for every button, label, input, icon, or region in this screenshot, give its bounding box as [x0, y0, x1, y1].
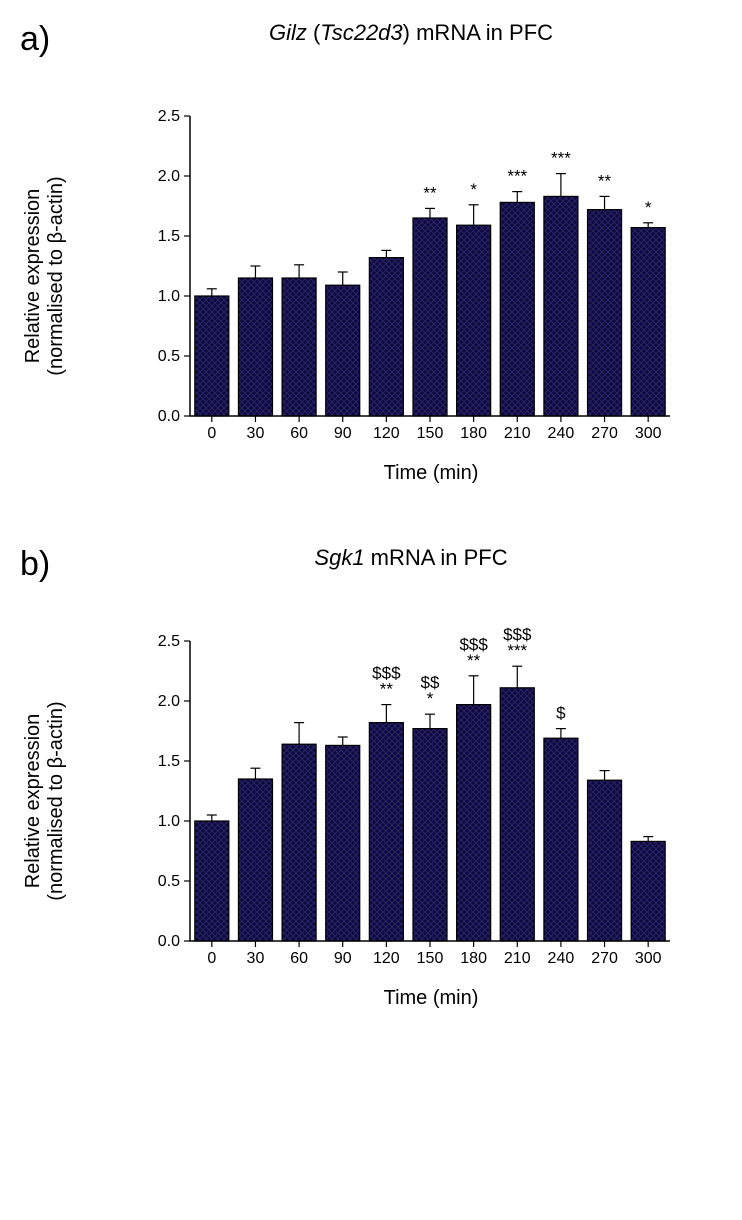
svg-text:30: 30	[247, 425, 265, 442]
bar	[457, 705, 491, 941]
svg-text:120: 120	[373, 425, 400, 442]
chart-a-svg: 0.00.51.01.52.02.50306090120**150*180***…	[140, 66, 680, 456]
title-gene-gilz: Gilz	[269, 20, 307, 45]
svg-text:30: 30	[247, 950, 265, 967]
chart-a-wrap: Relative expression (normalised to β-act…	[140, 66, 722, 485]
svg-text:300: 300	[635, 950, 662, 967]
bar	[195, 296, 229, 416]
svg-text:***: ***	[507, 167, 527, 186]
bar	[369, 723, 403, 941]
svg-text:90: 90	[334, 950, 352, 967]
svg-text:0.5: 0.5	[158, 348, 180, 365]
svg-text:240: 240	[548, 425, 575, 442]
chart-a-xlabel: Time (min)	[140, 462, 722, 485]
svg-text:0: 0	[207, 950, 216, 967]
bar	[544, 196, 578, 416]
chart-b-xlabel: Time (min)	[140, 987, 722, 1010]
panel-label-b: b)	[20, 545, 50, 584]
bar	[282, 278, 316, 416]
bar	[326, 285, 360, 416]
bar	[282, 744, 316, 941]
chart-b-ylabel: Relative expression (normalised to β-act…	[22, 671, 68, 931]
svg-text:*: *	[645, 198, 652, 217]
svg-text:**: **	[423, 183, 437, 202]
svg-text:*: *	[470, 180, 477, 199]
svg-text:$: $	[556, 704, 566, 723]
bar	[588, 780, 622, 941]
bar	[500, 688, 534, 941]
svg-text:210: 210	[504, 425, 531, 442]
svg-text:$$$: $$$	[503, 625, 532, 644]
bar	[238, 278, 272, 416]
svg-text:$$: $$	[421, 673, 440, 692]
svg-text:300: 300	[635, 425, 662, 442]
svg-text:60: 60	[290, 950, 308, 967]
chart-a-ylabel: Relative expression (normalised to β-act…	[22, 146, 68, 406]
svg-text:150: 150	[417, 425, 444, 442]
svg-text:2.5: 2.5	[158, 633, 180, 650]
title-gene-sgk1: Sgk1	[314, 545, 364, 570]
bar	[369, 258, 403, 416]
svg-text:270: 270	[591, 425, 618, 442]
bar	[588, 210, 622, 416]
svg-text:2.0: 2.0	[158, 693, 180, 710]
svg-text:**: **	[598, 171, 612, 190]
svg-text:2.0: 2.0	[158, 168, 180, 185]
bar	[544, 738, 578, 941]
svg-text:120: 120	[373, 950, 400, 967]
svg-text:270: 270	[591, 950, 618, 967]
bar	[631, 841, 665, 941]
svg-text:180: 180	[460, 425, 487, 442]
svg-text:0.5: 0.5	[158, 873, 180, 890]
svg-text:0.0: 0.0	[158, 408, 180, 425]
svg-text:$$$: $$$	[459, 635, 488, 654]
svg-text:$$$: $$$	[372, 664, 401, 683]
svg-text:240: 240	[548, 950, 575, 967]
figure-panel-a: a) Gilz (Tsc22d3) mRNA in PFC Relative e…	[20, 20, 722, 485]
chart-b-svg: 0.00.51.01.52.02.50306090**$$$120*$$150*…	[140, 591, 680, 981]
bar	[500, 202, 534, 416]
svg-text:1.5: 1.5	[158, 228, 180, 245]
svg-text:180: 180	[460, 950, 487, 967]
svg-text:2.5: 2.5	[158, 108, 180, 125]
bar	[195, 821, 229, 941]
svg-text:150: 150	[417, 950, 444, 967]
svg-text:90: 90	[334, 425, 352, 442]
svg-text:1.5: 1.5	[158, 753, 180, 770]
panel-label-a: a)	[20, 20, 50, 59]
svg-text:210: 210	[504, 950, 531, 967]
svg-text:1.0: 1.0	[158, 813, 180, 830]
chart-b-wrap: Relative expression (normalised to β-act…	[140, 591, 722, 1010]
chart-a-title: Gilz (Tsc22d3) mRNA in PFC	[100, 20, 722, 46]
svg-text:0: 0	[207, 425, 216, 442]
figure-panel-b: b) Sgk1 mRNA in PFC Relative expression …	[20, 545, 722, 1010]
title-gene-tsc22d3: Tsc22d3	[320, 20, 402, 45]
bar	[238, 779, 272, 941]
bar	[413, 729, 447, 941]
svg-text:***: ***	[551, 149, 571, 168]
svg-text:0.0: 0.0	[158, 933, 180, 950]
chart-b-title: Sgk1 mRNA in PFC	[100, 545, 722, 571]
bar	[413, 218, 447, 416]
bar	[326, 745, 360, 941]
bar	[457, 225, 491, 416]
svg-text:60: 60	[290, 425, 308, 442]
svg-text:1.0: 1.0	[158, 288, 180, 305]
bar	[631, 228, 665, 416]
